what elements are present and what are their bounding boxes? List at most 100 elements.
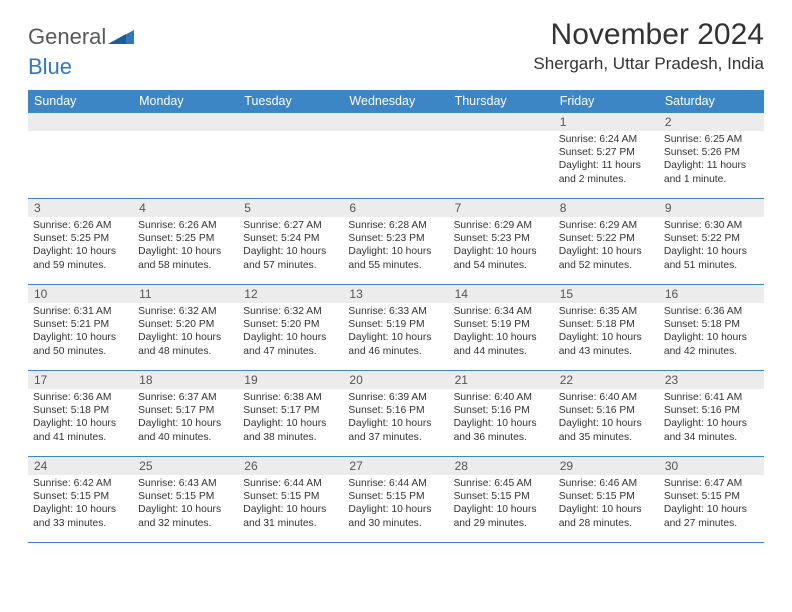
calendar-cell: 21Sunrise: 6:40 AMSunset: 5:16 PMDayligh… [449, 371, 554, 457]
sunset-text: Sunset: 5:16 PM [664, 404, 759, 417]
calendar-cell: 17Sunrise: 6:36 AMSunset: 5:18 PMDayligh… [28, 371, 133, 457]
sunrise-text: Sunrise: 6:34 AM [454, 305, 549, 318]
calendar-cell: 30Sunrise: 6:47 AMSunset: 5:15 PMDayligh… [659, 457, 764, 543]
day-details: Sunrise: 6:46 AMSunset: 5:15 PMDaylight:… [554, 475, 659, 534]
day-number: 6 [343, 199, 448, 217]
day-number: 22 [554, 371, 659, 389]
sunset-text: Sunset: 5:22 PM [664, 232, 759, 245]
daylight-text: Daylight: 10 hours and 36 minutes. [454, 417, 549, 443]
day-details: Sunrise: 6:26 AMSunset: 5:25 PMDaylight:… [133, 217, 238, 276]
calendar-cell: 10Sunrise: 6:31 AMSunset: 5:21 PMDayligh… [28, 285, 133, 371]
sunrise-text: Sunrise: 6:36 AM [664, 305, 759, 318]
sunrise-text: Sunrise: 6:40 AM [559, 391, 654, 404]
calendar-cell [28, 113, 133, 199]
location-label: Shergarh, Uttar Pradesh, India [533, 54, 764, 74]
day-details: Sunrise: 6:31 AMSunset: 5:21 PMDaylight:… [28, 303, 133, 362]
day-details: Sunrise: 6:27 AMSunset: 5:24 PMDaylight:… [238, 217, 343, 276]
calendar-cell: 22Sunrise: 6:40 AMSunset: 5:16 PMDayligh… [554, 371, 659, 457]
sunset-text: Sunset: 5:26 PM [664, 146, 759, 159]
daylight-text: Daylight: 11 hours and 2 minutes. [559, 159, 654, 185]
day-number: 18 [133, 371, 238, 389]
day-details: Sunrise: 6:29 AMSunset: 5:23 PMDaylight:… [449, 217, 554, 276]
daylight-text: Daylight: 10 hours and 43 minutes. [559, 331, 654, 357]
daylight-text: Daylight: 10 hours and 29 minutes. [454, 503, 549, 529]
calendar-cell [133, 113, 238, 199]
calendar-cell: 11Sunrise: 6:32 AMSunset: 5:20 PMDayligh… [133, 285, 238, 371]
day-details: Sunrise: 6:26 AMSunset: 5:25 PMDaylight:… [28, 217, 133, 276]
day-number: 2 [659, 113, 764, 131]
sunset-text: Sunset: 5:22 PM [559, 232, 654, 245]
calendar-cell: 25Sunrise: 6:43 AMSunset: 5:15 PMDayligh… [133, 457, 238, 543]
calendar-cell: 3Sunrise: 6:26 AMSunset: 5:25 PMDaylight… [28, 199, 133, 285]
logo-triangle-icon [108, 28, 134, 46]
sunrise-text: Sunrise: 6:44 AM [348, 477, 443, 490]
sunrise-text: Sunrise: 6:41 AM [664, 391, 759, 404]
sunrise-text: Sunrise: 6:44 AM [243, 477, 338, 490]
month-title: November 2024 [533, 18, 764, 52]
day-number: 23 [659, 371, 764, 389]
day-number [28, 113, 133, 131]
sunrise-text: Sunrise: 6:36 AM [33, 391, 128, 404]
daylight-text: Daylight: 10 hours and 50 minutes. [33, 331, 128, 357]
day-number: 11 [133, 285, 238, 303]
calendar-cell: 24Sunrise: 6:42 AMSunset: 5:15 PMDayligh… [28, 457, 133, 543]
daylight-text: Daylight: 10 hours and 28 minutes. [559, 503, 654, 529]
calendar-week-row: 17Sunrise: 6:36 AMSunset: 5:18 PMDayligh… [28, 371, 764, 457]
sunrise-text: Sunrise: 6:38 AM [243, 391, 338, 404]
day-details: Sunrise: 6:32 AMSunset: 5:20 PMDaylight:… [238, 303, 343, 362]
calendar-week-row: 3Sunrise: 6:26 AMSunset: 5:25 PMDaylight… [28, 199, 764, 285]
daylight-text: Daylight: 10 hours and 58 minutes. [138, 245, 233, 271]
day-header-row: Sunday Monday Tuesday Wednesday Thursday… [28, 90, 764, 113]
calendar-cell: 27Sunrise: 6:44 AMSunset: 5:15 PMDayligh… [343, 457, 448, 543]
sunrise-text: Sunrise: 6:25 AM [664, 133, 759, 146]
day-number: 29 [554, 457, 659, 475]
calendar-cell: 16Sunrise: 6:36 AMSunset: 5:18 PMDayligh… [659, 285, 764, 371]
sunrise-text: Sunrise: 6:32 AM [138, 305, 233, 318]
daylight-text: Daylight: 10 hours and 32 minutes. [138, 503, 233, 529]
day-number: 26 [238, 457, 343, 475]
calendar-cell: 12Sunrise: 6:32 AMSunset: 5:20 PMDayligh… [238, 285, 343, 371]
calendar-cell: 28Sunrise: 6:45 AMSunset: 5:15 PMDayligh… [449, 457, 554, 543]
sunset-text: Sunset: 5:17 PM [243, 404, 338, 417]
day-number: 16 [659, 285, 764, 303]
day-number: 4 [133, 199, 238, 217]
day-details: Sunrise: 6:40 AMSunset: 5:16 PMDaylight:… [449, 389, 554, 448]
sunrise-text: Sunrise: 6:30 AM [664, 219, 759, 232]
day-details: Sunrise: 6:41 AMSunset: 5:16 PMDaylight:… [659, 389, 764, 448]
daylight-text: Daylight: 10 hours and 52 minutes. [559, 245, 654, 271]
day-header: Friday [554, 90, 659, 113]
calendar-page: General November 2024 Shergarh, Uttar Pr… [0, 0, 792, 553]
sunrise-text: Sunrise: 6:43 AM [138, 477, 233, 490]
day-details: Sunrise: 6:38 AMSunset: 5:17 PMDaylight:… [238, 389, 343, 448]
calendar-head: Sunday Monday Tuesday Wednesday Thursday… [28, 90, 764, 113]
sunset-text: Sunset: 5:15 PM [559, 490, 654, 503]
day-number [449, 113, 554, 131]
sunset-text: Sunset: 5:23 PM [454, 232, 549, 245]
calendar-cell: 26Sunrise: 6:44 AMSunset: 5:15 PMDayligh… [238, 457, 343, 543]
logo-text-general: General [28, 24, 106, 50]
calendar-cell [449, 113, 554, 199]
day-details: Sunrise: 6:43 AMSunset: 5:15 PMDaylight:… [133, 475, 238, 534]
daylight-text: Daylight: 10 hours and 30 minutes. [348, 503, 443, 529]
sunrise-text: Sunrise: 6:46 AM [559, 477, 654, 490]
day-number [343, 113, 448, 131]
sunset-text: Sunset: 5:21 PM [33, 318, 128, 331]
day-number: 25 [133, 457, 238, 475]
daylight-text: Daylight: 10 hours and 40 minutes. [138, 417, 233, 443]
day-details: Sunrise: 6:44 AMSunset: 5:15 PMDaylight:… [238, 475, 343, 534]
sunrise-text: Sunrise: 6:28 AM [348, 219, 443, 232]
day-header: Monday [133, 90, 238, 113]
sunset-text: Sunset: 5:16 PM [559, 404, 654, 417]
sunrise-text: Sunrise: 6:29 AM [454, 219, 549, 232]
calendar-cell [238, 113, 343, 199]
daylight-text: Daylight: 10 hours and 44 minutes. [454, 331, 549, 357]
daylight-text: Daylight: 10 hours and 51 minutes. [664, 245, 759, 271]
day-header: Wednesday [343, 90, 448, 113]
sunrise-text: Sunrise: 6:24 AM [559, 133, 654, 146]
day-number: 28 [449, 457, 554, 475]
day-details: Sunrise: 6:47 AMSunset: 5:15 PMDaylight:… [659, 475, 764, 534]
calendar-week-row: 24Sunrise: 6:42 AMSunset: 5:15 PMDayligh… [28, 457, 764, 543]
day-number: 7 [449, 199, 554, 217]
day-details: Sunrise: 6:28 AMSunset: 5:23 PMDaylight:… [343, 217, 448, 276]
daylight-text: Daylight: 10 hours and 46 minutes. [348, 331, 443, 357]
